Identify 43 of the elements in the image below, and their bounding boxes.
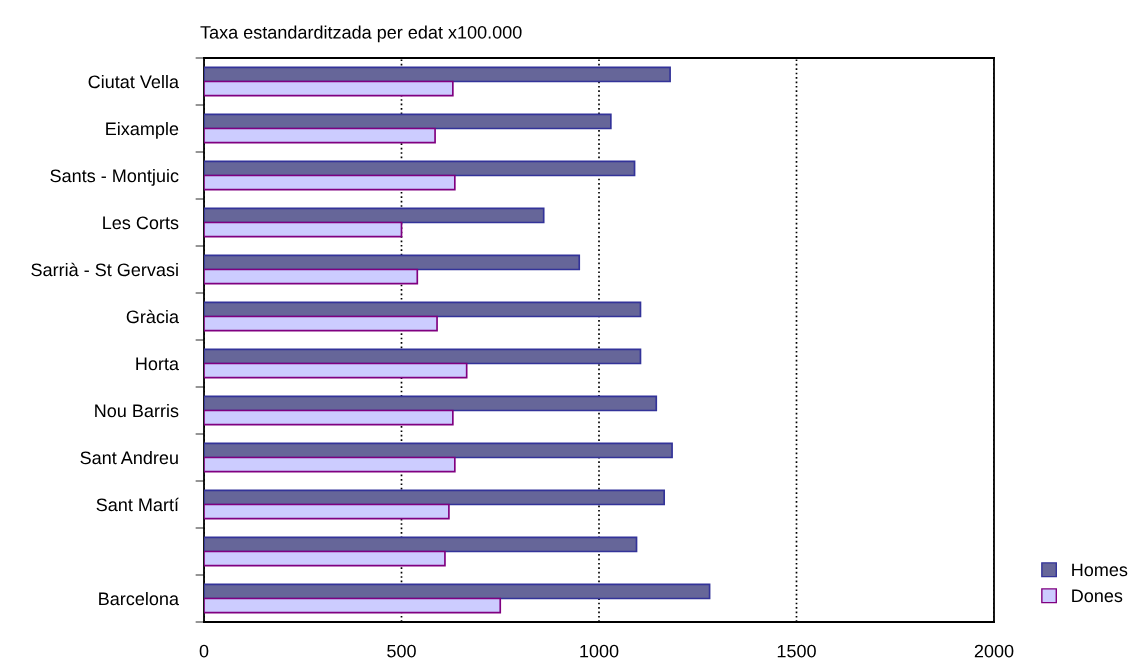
legend-label: Homes [1072,563,1128,577]
legend-label: Dones [1072,589,1123,603]
y-tick-label: Gràcia [126,309,179,324]
bar [204,362,468,379]
bar [204,301,642,318]
y-tick-label: Sants - Montjuic [50,168,179,186]
bar [204,348,642,365]
x-tick-label: 0 [199,644,209,658]
y-tick-label: Sant Andreu [80,450,178,465]
bar [204,174,456,191]
bar [204,113,612,130]
bar [204,80,454,97]
bar [204,442,673,459]
chart-title: Taxa estandarditzada per edat x100.000 [200,25,522,43]
x-tick-label: 1500 [777,644,816,658]
y-tick-label: Sarrià - St Gervasi [31,262,178,277]
bar [204,550,446,567]
bar [204,315,438,332]
y-tick-label: Barcelona [99,591,179,606]
y-tick-label: Les Corts [103,216,179,230]
bar [204,409,454,426]
bar [204,207,545,224]
y-tick-label: Sant Martí [96,497,179,512]
y-tick-label: Eixample [106,121,179,139]
bar [204,254,581,271]
bar [204,503,450,520]
x-tick-label: 1000 [580,644,619,658]
y-tick-label: Ciutat Vella [88,74,179,89]
bar [204,395,658,412]
bar [204,583,711,600]
bar [204,221,403,238]
bar [204,268,419,285]
y-tick-label: Nou Barris [95,403,179,418]
x-tick-label: 2000 [974,644,1014,658]
bar [204,160,636,177]
y-tick-label: Horta [136,357,179,371]
bar [204,66,671,83]
bar [204,597,502,614]
bar [204,127,436,144]
x-tick-label: 500 [387,644,416,658]
bar [204,489,666,506]
bar [204,456,456,473]
bar [204,536,638,553]
